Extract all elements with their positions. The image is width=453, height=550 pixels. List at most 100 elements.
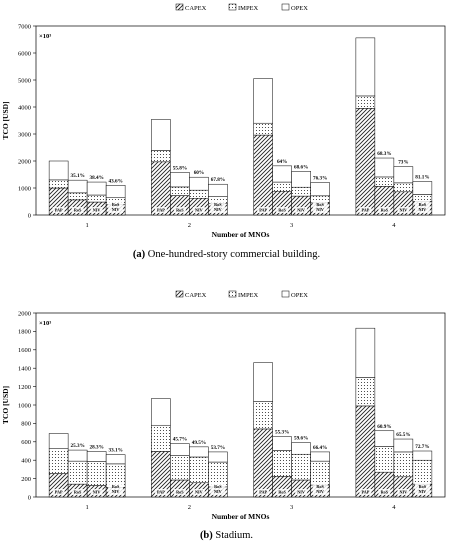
bar-impex	[48, 448, 69, 474]
bar-impex	[67, 460, 88, 485]
bar-opex	[393, 166, 414, 184]
y-tick-label: 800	[21, 421, 31, 428]
bar-label: NIV	[112, 489, 120, 494]
bar-impex	[253, 122, 273, 136]
bar-label: RoS	[419, 202, 427, 207]
x-tick-label: 1	[86, 504, 89, 511]
legend-label-capex: CAPEX	[185, 292, 207, 299]
caption-b-text: Stadium.	[212, 530, 254, 541]
legend-swatch-capex	[175, 3, 184, 11]
bar-impex	[412, 459, 433, 485]
bar-label: NIV	[419, 489, 427, 494]
percent-label: 59.6%	[294, 436, 308, 442]
bar-opex	[105, 454, 126, 465]
y-tick-label: 200	[21, 476, 31, 483]
caption-a: (a) One-hundred-story commercial buildin…	[0, 249, 453, 260]
x-tick-label: 3	[290, 504, 293, 511]
bar-opex	[291, 442, 311, 455]
bar-label: RoS	[176, 208, 184, 213]
x-axis-label: Number of MNOs	[212, 230, 270, 239]
bar-opex	[48, 160, 69, 181]
bar-impex	[272, 450, 292, 477]
bar-label: NIV	[214, 489, 222, 494]
bar-impex	[189, 189, 209, 199]
bar-impex	[151, 150, 171, 163]
bar-label: PAP	[361, 208, 369, 213]
y-tick-label: 1000	[18, 402, 31, 409]
y-tick-label: 1800	[18, 329, 31, 336]
bar-impex	[291, 453, 311, 481]
bar-label-bg	[52, 489, 65, 495]
bar-opex	[355, 37, 376, 97]
bar-label: NIV	[297, 490, 305, 495]
bar-impex	[67, 192, 88, 201]
bar-label: NIV	[400, 208, 408, 213]
percent-label: 60.9%	[377, 424, 391, 430]
bar-label-bg	[257, 207, 270, 213]
bar-impex	[374, 176, 395, 187]
legend-swatch-capex	[175, 290, 184, 298]
bar-impex	[86, 461, 107, 486]
chart-panel-b: CAPEX IMPEX OPEX 0 200 400 600 800 1000 1200 1400 1…	[1, 290, 446, 521]
bar-label-bg	[295, 489, 308, 495]
bar-label-bg	[71, 489, 84, 495]
bar-impex	[393, 182, 414, 193]
bar-label-bg	[52, 207, 65, 213]
percent-label: 55.8%	[173, 165, 187, 171]
bar-opex	[170, 172, 190, 188]
caption-b: (b) Stadium.	[0, 530, 453, 541]
percent-label: 67.8%	[211, 177, 225, 183]
bar-label-bg	[312, 483, 328, 495]
bar-label-bg	[192, 207, 205, 213]
bar-label: PAP	[157, 208, 165, 213]
y-tick-label: 2000	[18, 310, 31, 317]
percent-label: 55.3%	[275, 430, 289, 436]
bar-opex	[208, 183, 228, 197]
bar-opex	[67, 179, 88, 194]
bar-label-bg	[192, 489, 205, 495]
bar-label-bg	[276, 489, 289, 495]
percent-label: 43.6%	[108, 178, 122, 184]
y-tick-label: 1200	[18, 384, 31, 391]
bar-capex	[253, 428, 273, 498]
bar-impex	[48, 179, 69, 189]
bar-label-bg	[312, 201, 328, 213]
bar-impex	[412, 194, 433, 202]
bar-label: NIV	[195, 490, 203, 495]
bar-label-bg	[378, 207, 391, 213]
y-axis-label: TCO [USD]	[1, 101, 10, 139]
legend-label-impex: IMPEX	[238, 5, 259, 12]
bar-label: RoS	[278, 490, 286, 495]
legend-label-opex: OPEX	[291, 5, 308, 12]
bar-label: NIV	[419, 207, 427, 212]
bar-opex	[272, 436, 292, 451]
bar-label: RoS	[74, 208, 82, 213]
bar-impex	[272, 181, 292, 192]
x-tick-label: 1	[86, 222, 89, 229]
bar-opex	[208, 451, 228, 463]
y-tick-label: 6000	[18, 50, 31, 57]
bar-label: NIV	[316, 489, 324, 494]
percent-label: 53.7%	[211, 445, 225, 451]
bar-impex	[170, 186, 190, 196]
bar-label-bg	[108, 201, 124, 213]
bar-impex	[393, 451, 414, 478]
legend-swatch-impex	[228, 3, 237, 11]
bar-label-bg	[173, 207, 186, 213]
percent-label: 76.3%	[313, 176, 327, 182]
y-tick-label: 3000	[18, 131, 31, 138]
bar-label: PAP	[361, 490, 369, 495]
percent-label: 66.4%	[313, 445, 327, 451]
bar-opex	[151, 119, 171, 151]
legend-swatch-opex	[281, 290, 290, 298]
bar-capex	[355, 405, 376, 498]
bar-label-bg	[210, 483, 226, 495]
legend-label-impex: IMPEX	[238, 292, 259, 299]
bar-label: RoS	[112, 202, 120, 207]
y-tick-label: 5000	[18, 77, 31, 84]
bar-label-bg	[276, 207, 289, 213]
bar-impex	[189, 456, 209, 483]
bar-label: NIV	[93, 490, 101, 495]
bar-label-bg	[154, 489, 167, 495]
bar-impex	[86, 194, 107, 203]
